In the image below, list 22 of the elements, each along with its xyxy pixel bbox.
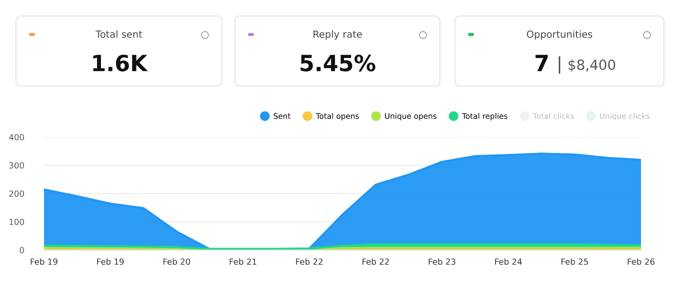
text: 5.45% <box>300 54 376 72</box>
y-tick-label: 200 <box>9 190 24 197</box>
text: 7 <box>536 54 548 72</box>
text: Opportunities <box>526 30 592 40</box>
y-tick-label: 100 <box>10 218 24 226</box>
x-tick-label: Feb 26 <box>628 258 654 265</box>
text: Total sent <box>96 30 142 38</box>
y-tick-label: 400 <box>9 134 24 140</box>
x-tick-label: Feb 22 <box>296 258 322 265</box>
x-tick-label: Feb 19 <box>97 258 124 265</box>
text: $8,400 <box>568 59 616 72</box>
y-tick-label: 300 <box>9 162 24 169</box>
x-tick-label: Feb 20 <box>163 258 190 265</box>
x-tick-label: Feb 23 <box>428 258 456 265</box>
x-tick-label: Feb 25 <box>561 258 588 265</box>
x-tick-label: Feb 22 <box>362 258 389 265</box>
text: 1.6K <box>93 54 148 72</box>
x-tick-label: Feb 19 <box>30 258 58 265</box>
x-tick-label: Feb 21 <box>230 258 256 265</box>
y-tick-label: 0 <box>20 246 24 254</box>
text: Reply rate <box>314 30 362 40</box>
x-tick-label: Feb 24 <box>495 258 522 265</box>
